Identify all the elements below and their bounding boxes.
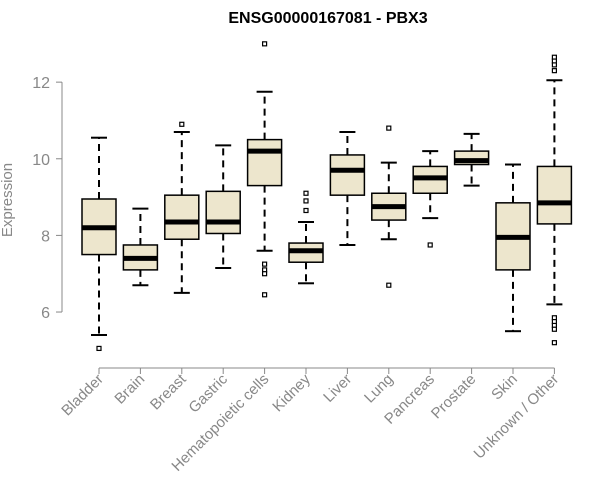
x-tick-label: Kidney <box>269 370 314 415</box>
outlier-point <box>262 271 268 277</box>
iqr-box <box>536 165 573 225</box>
box-hematopoietic-cells <box>246 41 283 298</box>
y-axis-label: Expression <box>0 163 16 237</box>
box-skin <box>495 163 531 333</box>
iqr-box <box>164 194 200 240</box>
x-tick-label: Brain <box>111 371 148 408</box>
x-tick-label: Lung <box>361 371 397 407</box>
iqr-box <box>205 190 241 235</box>
box-brain <box>122 207 159 287</box>
outlier-point <box>179 121 185 127</box>
outlier-point <box>303 190 309 196</box>
outlier-point <box>551 62 558 68</box>
x-tick-label: Prostate <box>428 371 480 423</box>
outlier-point <box>303 207 309 214</box>
y-tick-label: 10 <box>32 152 50 169</box>
outlier-point <box>262 261 268 267</box>
iqr-box <box>246 138 283 187</box>
box-lung <box>371 125 407 288</box>
y-tick-label: 12 <box>32 75 50 92</box>
y-tick-label: 6 <box>41 305 50 322</box>
x-tick-label: Skin <box>488 371 521 404</box>
outlier-point <box>262 292 268 298</box>
x-tick-label: Bladder <box>58 371 107 420</box>
boxes-group <box>81 41 573 352</box>
outlier-point <box>551 326 558 332</box>
box-prostate <box>453 132 490 187</box>
y-axis: 6 8 10 12 <box>32 75 63 322</box>
iqr-box <box>329 154 366 196</box>
box-kidney <box>288 190 324 285</box>
box-pancreas <box>412 150 448 248</box>
box-liver <box>329 130 366 246</box>
box-gastric <box>205 144 241 269</box>
box-unknown-other <box>536 54 573 346</box>
outlier-point <box>551 340 558 346</box>
outlier-point <box>303 198 309 204</box>
outlier-point <box>96 345 102 352</box>
outlier-point <box>262 41 268 47</box>
outlier-point <box>386 282 392 288</box>
x-tick-label: Liver <box>320 371 355 406</box>
box-breast <box>164 121 200 294</box>
box-bladder <box>81 136 117 352</box>
x-tick-label: Breast <box>147 370 190 413</box>
y-tick-label: 8 <box>41 228 50 245</box>
outlier-point <box>386 125 392 131</box>
outlier-point <box>551 68 558 74</box>
outlier-point <box>427 242 433 248</box>
chart-title: ENSG00000167081 - PBX3 <box>228 10 427 27</box>
